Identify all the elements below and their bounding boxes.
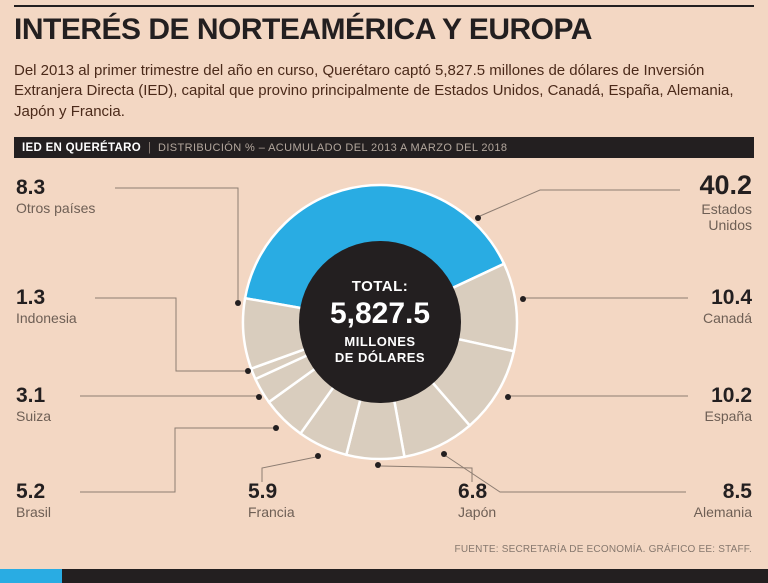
callout-otros-paises: 8.3 Otros países	[16, 177, 95, 217]
total-unit-line1: MILLONES	[344, 333, 416, 349]
leader-japon	[380, 465, 473, 482]
callout-value: 40.2	[699, 170, 752, 200]
callout-francia: 5.9 Francia	[248, 481, 295, 521]
leader-dot-suiza	[256, 394, 262, 400]
callout-label: España	[704, 408, 752, 424]
callout-value: 10.2	[711, 384, 752, 407]
leader-dot-canada	[520, 296, 526, 302]
callout-value: 3.1	[16, 384, 46, 407]
chart-header-bar: IED EN QUERÉTARO | DISTRIBUCIÓN % – ACUM…	[14, 137, 754, 158]
callout-label: Japón	[458, 504, 497, 520]
callout-value: 5.2	[16, 480, 46, 503]
total-unit-line2: DE DÓLARES	[334, 350, 426, 365]
chart-kicker: IED EN QUERÉTARO	[22, 141, 141, 154]
bottom-bar	[0, 569, 768, 583]
callout-label: Otros países	[16, 200, 96, 216]
callout-label: Estados Unidos	[701, 201, 752, 233]
leader-otros-paises	[115, 187, 239, 300]
callout-label: Indonesia	[16, 310, 77, 326]
leader-dot-otros-paises	[235, 300, 241, 306]
source-credit: FUENTE: SECRETARÍA DE ECONOMÍA. GRÁFICO …	[454, 544, 752, 555]
callout-suiza: 3.1 Suiza	[16, 385, 51, 425]
callout-value: 6.8	[458, 480, 488, 503]
callout-label: Alemania	[693, 504, 752, 520]
callout-label: Canadá	[702, 310, 752, 326]
top-rule	[14, 5, 754, 7]
callout-canada: 10.4 Canadá	[703, 287, 752, 327]
callout-label: Francia	[248, 504, 295, 520]
leader-dot-alemania	[441, 451, 447, 457]
callout-value: 8.5	[722, 480, 752, 503]
intro-text: Del 2013 al primer trimestre del año en …	[14, 62, 734, 120]
leader-dot-espana	[505, 394, 511, 400]
callout-estados-unidos: 40.2 Estados Unidos	[688, 172, 752, 234]
leader-dot-japon	[375, 462, 381, 468]
bottom-bar-accent	[0, 569, 62, 583]
leader-dot-brasil	[273, 425, 279, 431]
callout-espana: 10.2 España	[705, 385, 752, 425]
leader-dot-estados-unidos	[475, 215, 481, 221]
chart-kicker-separator: |	[147, 141, 151, 154]
total-label: TOTAL:	[351, 277, 409, 295]
callout-value: 10.4	[711, 286, 752, 309]
callout-value: 1.3	[16, 286, 46, 309]
leader-francia	[261, 456, 317, 482]
page-title: INTERÉS DE NORTEAMÉRICA Y EUROPA	[14, 13, 592, 46]
leader-alemania	[445, 455, 686, 493]
leader-indonesia	[95, 297, 246, 372]
leader-brasil	[80, 427, 274, 493]
leader-estados-unidos	[479, 189, 680, 217]
callout-label: Suiza	[16, 408, 52, 424]
callout-value: 5.9	[248, 480, 278, 503]
leader-dot-indonesia	[245, 368, 251, 374]
total-value: 5,827.5	[329, 296, 431, 330]
callout-alemania: 8.5 Alemania	[694, 481, 752, 521]
callout-value: 8.3	[16, 176, 46, 199]
leader-lines	[80, 187, 688, 493]
chart-center-total: TOTAL: 5,827.5 MILLONES DE DÓLARES	[299, 241, 461, 403]
leader-dot-francia	[315, 453, 321, 459]
chart-subtitle: DISTRIBUCIÓN % – ACUMULADO DEL 2013 A MA…	[157, 141, 508, 154]
callout-brasil: 5.2 Brasil	[16, 481, 51, 521]
callout-label: Brasil	[16, 504, 52, 520]
callout-indonesia: 1.3 Indonesia	[16, 287, 77, 327]
callout-japon: 6.8 Japón	[458, 481, 496, 521]
